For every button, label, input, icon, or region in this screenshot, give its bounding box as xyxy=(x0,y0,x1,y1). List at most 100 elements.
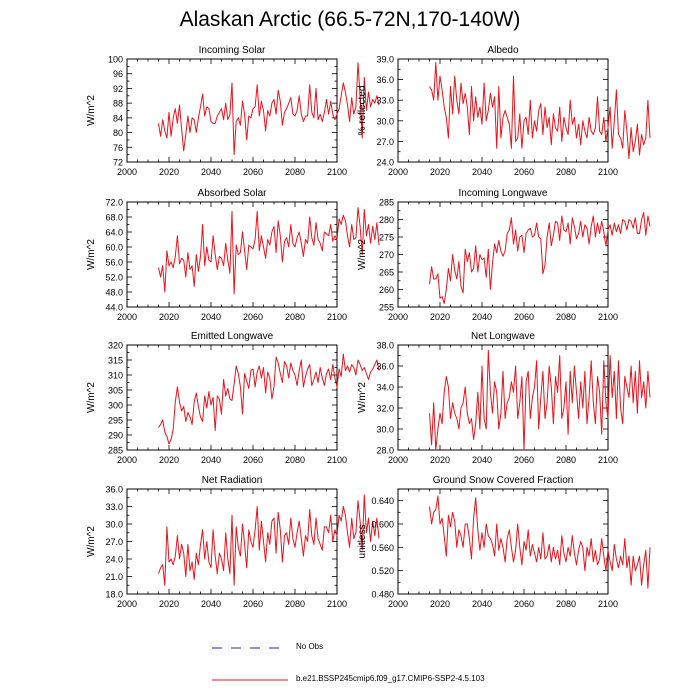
panel-ground-snow-covered-fraction-frame xyxy=(397,488,609,595)
y-tick-label: 33.0 xyxy=(105,502,123,512)
x-tick-label: 2000 xyxy=(117,599,137,609)
y-tick-label: 0.640 xyxy=(371,496,394,506)
panel-ground-snow-covered-fraction-ylabel: unitless xyxy=(357,525,368,559)
y-tick-label: 27.0 xyxy=(376,137,394,147)
y-tick-label: 36.0 xyxy=(376,362,394,372)
panel-net-longwave-series-line xyxy=(429,349,651,451)
x-tick-label: 2040 xyxy=(201,455,221,465)
y-tick-label: 52.0 xyxy=(105,273,123,283)
y-tick-label: 265 xyxy=(379,268,394,278)
legend-obs-label: No Obs xyxy=(296,642,324,651)
x-tick-label: 2060 xyxy=(514,312,534,322)
x-tick-label: 2000 xyxy=(117,455,137,465)
panel-net-longwave-title: Net Longwave xyxy=(471,331,535,342)
y-tick-label: 72 xyxy=(113,158,123,168)
y-tick-label: 56.0 xyxy=(105,258,123,268)
y-tick-label: 72.0 xyxy=(105,198,123,208)
y-tick-label: 68.0 xyxy=(105,213,123,223)
y-tick-label: 300 xyxy=(108,401,123,411)
x-tick-label: 2060 xyxy=(514,455,534,465)
x-tick-label: 2020 xyxy=(430,455,450,465)
x-tick-label: 2060 xyxy=(243,455,263,465)
figure-title: Alaskan Arctic (66.5-72N,170-140W) xyxy=(179,8,521,31)
y-tick-label: 39.0 xyxy=(376,55,394,65)
x-tick-label: 2000 xyxy=(117,167,137,177)
panel-incoming-solar-title: Incoming Solar xyxy=(199,45,266,56)
x-tick-label: 2100 xyxy=(327,599,347,609)
x-tick-label: 2000 xyxy=(388,167,408,177)
y-tick-label: 38.0 xyxy=(376,341,394,351)
y-tick-label: 18.0 xyxy=(105,590,123,600)
panel-net-radiation-ylabel: W/m^2 xyxy=(86,526,97,557)
x-tick-label: 2000 xyxy=(388,455,408,465)
y-tick-label: 24.0 xyxy=(105,555,123,565)
x-tick-label: 2060 xyxy=(514,167,534,177)
y-tick-label: 32.0 xyxy=(376,404,394,414)
y-tick-label: 275 xyxy=(379,233,394,243)
x-tick-label: 2060 xyxy=(243,312,263,322)
x-tick-label: 2080 xyxy=(556,312,576,322)
x-tick-label: 2040 xyxy=(472,312,492,322)
legend-entry-model: b.e21.BSSP245cmip6.f09_g17.CMIP6-SSP2-4.… xyxy=(210,672,690,688)
x-tick-label: 2100 xyxy=(598,167,618,177)
y-tick-label: 255 xyxy=(379,303,394,313)
panel-net-longwave: Net Longwave W/m^2 2000 2020 2040 2060 2080 210… xyxy=(357,331,651,465)
panel-albedo: Albedo % reflected 2000 2020 2040 2060 2080 210… xyxy=(357,45,651,177)
x-tick-label: 2100 xyxy=(327,455,347,465)
y-tick-label: 305 xyxy=(108,386,123,396)
x-tick-label: 2080 xyxy=(285,455,305,465)
y-tick-label: 44.0 xyxy=(105,303,123,313)
x-tick-label: 2020 xyxy=(430,167,450,177)
y-tick-label: 280 xyxy=(379,215,394,225)
panel-incoming-longwave-title: Incoming Longwave xyxy=(459,188,548,199)
x-tick-label: 2080 xyxy=(285,599,305,609)
x-tick-label: 2020 xyxy=(159,312,179,322)
y-tick-label: 21.0 xyxy=(105,572,123,582)
panel-incoming-longwave: Incoming Longwave W/m^2 2000 2020 2040 2060 20… xyxy=(357,188,651,322)
panel-net-radiation-frame xyxy=(126,488,338,595)
y-tick-label: 0.520 xyxy=(371,566,394,576)
y-tick-label: 33.0 xyxy=(376,96,394,106)
panel-absorbed-solar-series-line xyxy=(158,207,380,295)
panel-emitted-longwave-ylabel: W/m^2 xyxy=(86,382,97,413)
y-tick-label: 88 xyxy=(113,99,123,109)
panel-ground-snow-covered-fraction: Ground Snow Covered Fraction unitless 2000… xyxy=(357,475,651,609)
x-tick-label: 2020 xyxy=(430,599,450,609)
y-tick-label: 80 xyxy=(113,128,123,138)
x-tick-label: 2000 xyxy=(388,312,408,322)
x-tick-label: 2000 xyxy=(117,312,137,322)
x-tick-label: 2080 xyxy=(556,599,576,609)
y-tick-label: 30.0 xyxy=(376,116,394,126)
panel-absorbed-solar: Absorbed Solar W/m^2 2000 2020 2040 2060 2080 2… xyxy=(86,188,380,322)
panel-emitted-longwave-series-line xyxy=(158,353,380,445)
x-tick-label: 2040 xyxy=(472,599,492,609)
x-tick-label: 2080 xyxy=(285,312,305,322)
panel-incoming-longwave-frame xyxy=(397,201,609,308)
panel-incoming-solar: Incoming Solar W/m^2 2000 2020 2040 2060 2080 2… xyxy=(86,45,380,177)
y-tick-label: 285 xyxy=(379,198,394,208)
x-tick-label: 2080 xyxy=(285,167,305,177)
y-tick-label: 36.0 xyxy=(105,485,123,495)
y-tick-label: 76 xyxy=(113,143,123,153)
x-tick-label: 2040 xyxy=(201,312,221,322)
x-tick-label: 2040 xyxy=(201,599,221,609)
y-tick-label: 92 xyxy=(113,84,123,94)
y-tick-label: 260 xyxy=(379,285,394,295)
x-tick-label: 2100 xyxy=(598,312,618,322)
x-tick-label: 2040 xyxy=(201,167,221,177)
panel-incoming-solar-ylabel: W/m^2 xyxy=(86,95,97,126)
x-tick-label: 2020 xyxy=(159,599,179,609)
panel-emitted-longwave-title: Emitted Longwave xyxy=(191,331,274,342)
x-tick-label: 2100 xyxy=(327,312,347,322)
panel-albedo-series-line xyxy=(429,61,651,160)
y-tick-label: 48.0 xyxy=(105,288,123,298)
x-tick-label: 2060 xyxy=(243,167,263,177)
panel-net-radiation-title: Net Radiation xyxy=(202,475,263,486)
legend-model-label: b.e21.BSSP245cmip6.f09_g17.CMIP6-SSP2-4.… xyxy=(296,674,485,683)
y-tick-label: 24.0 xyxy=(376,158,394,168)
y-tick-label: 270 xyxy=(379,250,394,260)
y-tick-label: 28.0 xyxy=(376,446,394,456)
y-tick-label: 36.0 xyxy=(376,75,394,85)
